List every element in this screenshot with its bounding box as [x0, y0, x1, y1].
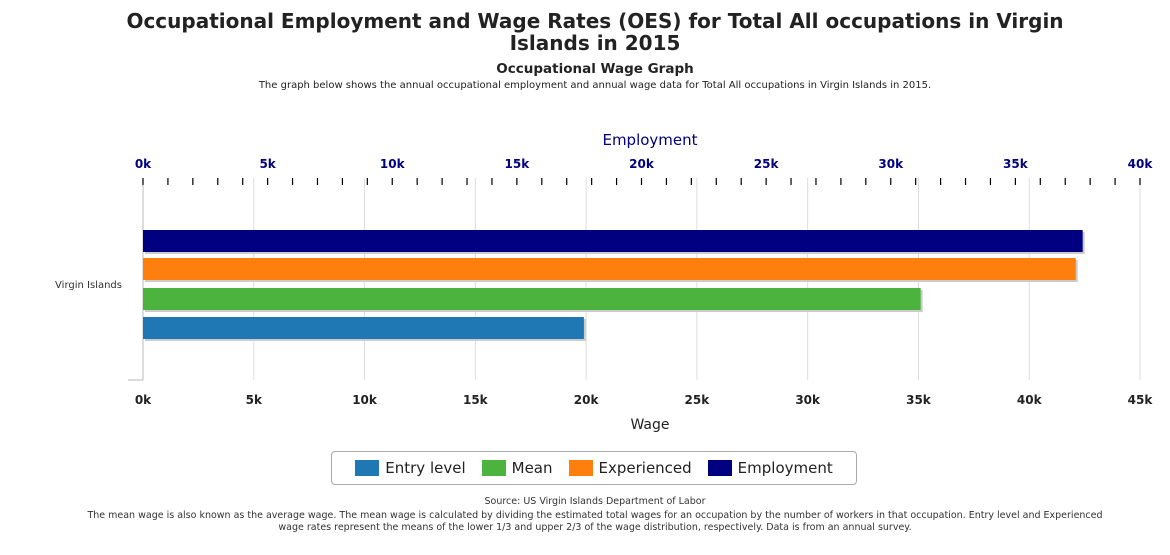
- bottom-axis-tick-label: 45k: [1128, 393, 1154, 407]
- legend-swatch-entry-level: [355, 460, 380, 476]
- bottom-axis-tick-label: 5k: [246, 393, 263, 407]
- bar-experienced: [143, 258, 1076, 280]
- legend-label-experienced: Experienced: [598, 459, 692, 477]
- legend-swatch-experienced: [568, 460, 593, 476]
- bar-entry-level: [143, 317, 584, 339]
- legend-item-employment[interactable]: Employment: [707, 459, 833, 477]
- legend-label-mean: Mean: [511, 459, 553, 477]
- top-axis-title: Employment: [602, 131, 697, 149]
- methodology-note: The mean wage is also known as the avera…: [87, 510, 1103, 533]
- chart-title: Occupational Employment and Wage Rates (…: [0, 10, 1170, 54]
- top-axis-tick-label: 35k: [1003, 157, 1029, 171]
- bottom-axis-tick-label: 20k: [574, 393, 600, 407]
- top-axis-tick-label: 40k: [1128, 157, 1154, 171]
- bottom-axis-tick-label: 15k: [463, 393, 489, 407]
- bottom-axis-tick-label: 10k: [352, 393, 378, 407]
- top-axis-tick-label: 25k: [754, 157, 780, 171]
- top-axis-tick-label: 10k: [380, 157, 406, 171]
- top-axis-tick-label: 0k: [135, 157, 152, 171]
- legend-label-employment: Employment: [737, 459, 833, 477]
- top-axis-tick-label: 30k: [878, 157, 904, 171]
- bottom-axis-tick-label: 35k: [906, 393, 932, 407]
- bottom-axis-tick-label: 30k: [795, 393, 821, 407]
- legend-swatch-employment: [707, 460, 732, 476]
- chart-legend: Entry level Mean Experienced Employment: [331, 451, 857, 485]
- occupational-wage-chart: 0k 5k 10k 15k 20k 25k 30k 35k 40k Employment 0k 5k 1…: [55, 131, 1154, 433]
- top-axis-tick-label: 20k: [629, 157, 655, 171]
- bottom-axis-tick-label: 0k: [135, 393, 152, 407]
- chart-subtitle: Occupational Wage Graph: [496, 61, 694, 77]
- legend-swatch-mean: [481, 460, 506, 476]
- top-axis-tick-label: 15k: [505, 157, 531, 171]
- legend-item-mean[interactable]: Mean: [481, 459, 553, 477]
- chart-title-line1: Occupational Employment and Wage Rates (…: [126, 9, 1064, 33]
- bar-employment: [143, 230, 1083, 252]
- bar-mean: [143, 288, 921, 310]
- bottom-axis-title: Wage: [630, 417, 669, 433]
- chart-description: The graph below shows the annual occupat…: [258, 80, 932, 91]
- chart-title-line2: Islands in 2015: [509, 31, 681, 55]
- bottom-axis-tick-label: 25k: [685, 393, 711, 407]
- bottom-axis-tick-label: 40k: [1017, 393, 1043, 407]
- category-label: Virgin Islands: [55, 280, 122, 291]
- legend-label-entry-level: Entry level: [385, 459, 466, 477]
- legend-item-experienced[interactable]: Experienced: [568, 459, 692, 477]
- top-axis-tick-label: 5k: [259, 157, 276, 171]
- legend-item-entry-level[interactable]: Entry level: [355, 459, 466, 477]
- source-note: Source: US Virgin Islands Department of …: [484, 496, 706, 507]
